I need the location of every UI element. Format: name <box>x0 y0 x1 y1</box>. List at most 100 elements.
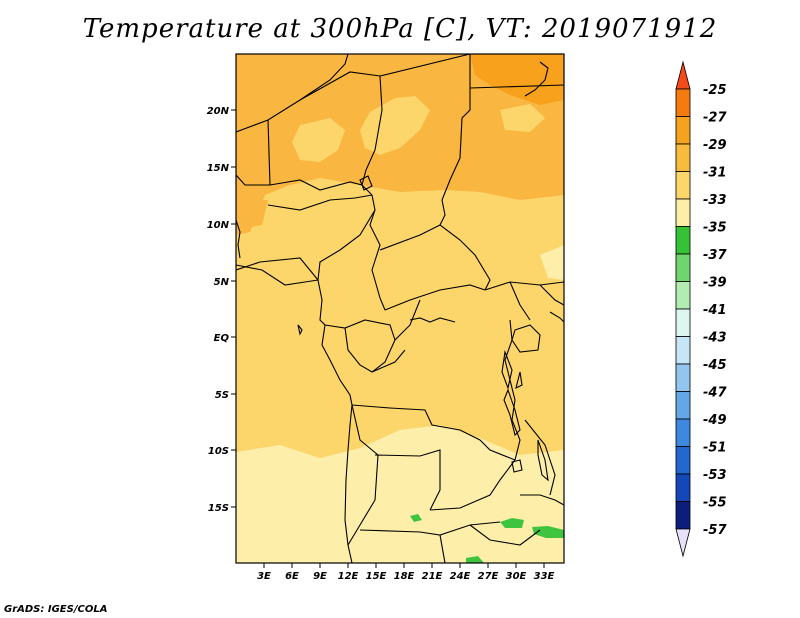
border-cam-gabon <box>324 319 396 341</box>
border-sudan-ssudan <box>484 281 564 291</box>
congo-river <box>409 317 456 323</box>
field-cool-patch-n-c31 <box>292 118 345 162</box>
borders <box>236 54 564 563</box>
colorbar-box-7 <box>675 253 691 282</box>
border-mozambique <box>520 494 564 506</box>
lon-label-27e: 27E <box>478 571 499 582</box>
lat-label-eq: EQ <box>214 333 230 344</box>
colorbar-label-4: -31 <box>703 166 727 181</box>
colorbar-bottom-arrow <box>675 528 691 558</box>
lat-labels: 20N 15N 10N 5N EQ 5S 10S 15S <box>207 106 230 514</box>
chart-title: Temperature at 300hPa [C], VT: 201907191… <box>82 14 718 44</box>
border-niger-chad <box>361 75 383 186</box>
colorbar-box-1 <box>675 88 691 117</box>
border-n-africa-2 <box>299 54 349 101</box>
border-ssudan-uganda <box>509 281 531 321</box>
coastline-west-africa <box>236 257 353 563</box>
lat-label-10s: 10S <box>208 446 229 457</box>
colorbar-label-5: -33 <box>703 193 727 208</box>
colorbar-label-15: -53 <box>703 468 727 483</box>
lon-label-33e: 33E <box>534 571 555 582</box>
field-green-patch-1-c37 <box>500 518 524 528</box>
colorbar-top-arrow <box>675 60 691 90</box>
lake-malawi <box>537 439 549 482</box>
colorbar-labels: -25 -27 -29 -31 -33 -35 -37 -39 -41 -43 … <box>703 83 727 538</box>
border-nigeria-n <box>267 194 373 211</box>
field-warm-ne-c27 <box>470 54 564 105</box>
colorbar-box-4 <box>675 171 691 200</box>
field-cool-east-c33 <box>540 245 564 280</box>
lon-label-15e: 15E <box>366 571 387 582</box>
field-green-patch-2-c37 <box>532 526 564 538</box>
border-ethiopia <box>539 284 564 306</box>
border-car-sudan <box>379 224 441 251</box>
colorbar-box-5 <box>675 198 691 227</box>
lat-ticks <box>231 109 236 508</box>
colorbar-label-1: -25 <box>703 83 727 98</box>
border-zimbabwe <box>469 524 541 546</box>
lat-label-15s: 15S <box>208 503 229 514</box>
lake-mweru <box>511 459 523 473</box>
lon-label-18e: 18E <box>394 571 415 582</box>
colorbar-label-14: -51 <box>703 441 727 456</box>
island-bioko <box>297 324 303 336</box>
border-angola-zambia <box>374 449 441 511</box>
coast-east-somalia <box>549 311 564 323</box>
colorbar-label-6: -35 <box>703 221 727 236</box>
colorbar-label-8: -39 <box>703 276 727 291</box>
lat-label-5s: 5S <box>215 390 229 401</box>
lon-label-3e: 3E <box>257 571 271 582</box>
field-green-patch-4-c37 <box>466 556 484 563</box>
lake-chad <box>359 175 373 191</box>
map-frame <box>235 53 565 564</box>
lake-albert <box>501 349 513 390</box>
border-angola <box>347 404 379 546</box>
lat-label-20n: 20N <box>207 106 230 117</box>
field-cool-patch-sahara-c31 <box>360 96 430 155</box>
colorbar-label-12: -47 <box>703 386 727 401</box>
lon-label-21e: 21E <box>422 571 443 582</box>
grads-credit: GrADS: IGES/COLA <box>4 604 108 615</box>
lon-ticks <box>263 563 545 568</box>
temperature-field <box>236 54 564 563</box>
colorbar-label-13: -49 <box>703 413 727 428</box>
border-drc-west <box>371 349 406 373</box>
border-botswana <box>439 534 446 563</box>
lake-kyoga <box>515 371 523 390</box>
border-zambia-south <box>429 459 516 511</box>
colorbar-label-10: -43 <box>703 331 727 346</box>
colorbar-box-16 <box>675 501 691 530</box>
colorbar-label-3: -29 <box>703 138 727 153</box>
border-egypt <box>469 84 564 89</box>
colorbar-label-16: -55 <box>703 496 727 511</box>
colorbar-label-7: -37 <box>703 248 727 263</box>
border-burkina <box>269 179 373 196</box>
lat-label-15n: 15N <box>207 163 230 174</box>
colorbar-label-11: -45 <box>703 358 727 373</box>
field-green-patch-3-c37 <box>410 514 422 522</box>
field-cool-patch-ne-c31 <box>500 104 545 132</box>
colorbar-box-9 <box>675 308 691 337</box>
lat-label-10n: 10N <box>207 220 230 231</box>
colorbar-label-9: -41 <box>703 303 727 318</box>
coastline <box>236 61 564 563</box>
border-drc-east <box>504 319 521 461</box>
coast-mauritania <box>236 219 241 259</box>
lake-tanganyika <box>503 388 521 437</box>
colorbar <box>675 60 691 558</box>
border-chad-sudan <box>439 199 491 291</box>
lon-labels: 3E 6E 9E 12E 15E 18E 21E 24E 27E 30E 33E <box>257 571 554 582</box>
lon-label-6e: 6E <box>285 571 299 582</box>
colorbar-label-2: -27 <box>703 111 727 126</box>
border-mali-niger <box>236 119 271 186</box>
colorbar-label-17: -57 <box>703 523 727 538</box>
lake-victoria <box>511 324 541 353</box>
border-drc-south <box>351 404 516 461</box>
lon-label-24e: 24E <box>450 571 471 582</box>
lat-label-5n: 5N <box>214 277 230 288</box>
colorbar-box-2 <box>675 116 691 145</box>
lon-label-12e: 12E <box>338 571 359 582</box>
map-figure: 20N 15N 10N 5N EQ 5S 10S 15S 3E 6E 9E 12… <box>207 53 727 582</box>
border-nigeria-cam <box>317 194 376 281</box>
border-congo <box>344 299 421 373</box>
